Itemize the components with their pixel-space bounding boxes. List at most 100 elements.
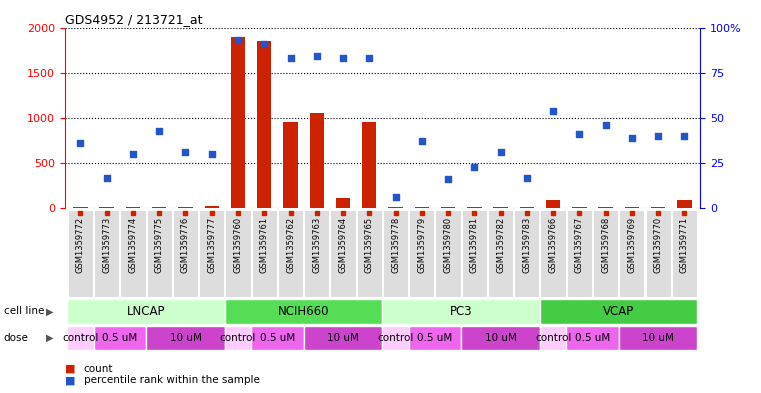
Text: 0.5 uM: 0.5 uM xyxy=(102,333,138,343)
FancyBboxPatch shape xyxy=(330,210,355,297)
Point xyxy=(652,133,664,139)
Point xyxy=(258,40,270,47)
Point xyxy=(390,194,402,200)
FancyBboxPatch shape xyxy=(488,210,513,297)
FancyBboxPatch shape xyxy=(383,210,408,297)
Text: GSM1359764: GSM1359764 xyxy=(339,217,348,273)
FancyBboxPatch shape xyxy=(278,210,303,297)
Text: control: control xyxy=(220,333,256,343)
FancyBboxPatch shape xyxy=(304,326,382,351)
Point xyxy=(232,37,244,43)
Text: GSM1359781: GSM1359781 xyxy=(470,217,479,273)
Bar xyxy=(336,198,350,208)
Bar xyxy=(677,200,692,208)
Text: GSM1359783: GSM1359783 xyxy=(522,217,531,274)
Bar xyxy=(152,207,167,208)
Point xyxy=(310,53,323,60)
Point xyxy=(495,149,507,155)
Point xyxy=(468,163,480,170)
FancyBboxPatch shape xyxy=(409,326,461,351)
FancyBboxPatch shape xyxy=(173,210,198,297)
FancyBboxPatch shape xyxy=(593,210,618,297)
Point xyxy=(100,174,113,181)
Text: ■: ■ xyxy=(65,364,75,374)
Text: 0.5 uM: 0.5 uM xyxy=(260,333,295,343)
Text: control: control xyxy=(62,333,99,343)
Text: GSM1359767: GSM1359767 xyxy=(575,217,584,274)
Text: 0.5 uM: 0.5 uM xyxy=(417,333,453,343)
FancyBboxPatch shape xyxy=(619,326,698,351)
Point xyxy=(521,174,533,181)
Bar xyxy=(651,207,665,208)
Point xyxy=(626,135,638,141)
Bar xyxy=(257,41,272,208)
Bar xyxy=(572,207,587,208)
Text: 10 uM: 10 uM xyxy=(485,333,517,343)
FancyBboxPatch shape xyxy=(540,299,698,324)
FancyBboxPatch shape xyxy=(566,326,619,351)
Point xyxy=(678,133,690,139)
Text: cell line: cell line xyxy=(4,307,44,316)
Bar xyxy=(598,207,613,208)
Text: GSM1359765: GSM1359765 xyxy=(365,217,374,273)
FancyBboxPatch shape xyxy=(251,326,304,351)
Text: GSM1359766: GSM1359766 xyxy=(549,217,558,274)
FancyBboxPatch shape xyxy=(645,210,670,297)
Text: ▶: ▶ xyxy=(46,333,53,343)
Text: GSM1359774: GSM1359774 xyxy=(129,217,138,273)
Text: LNCAP: LNCAP xyxy=(127,305,165,318)
Text: GSM1359775: GSM1359775 xyxy=(154,217,164,273)
Text: ▶: ▶ xyxy=(46,307,53,316)
FancyBboxPatch shape xyxy=(540,210,565,297)
Bar xyxy=(100,207,114,208)
Text: 10 uM: 10 uM xyxy=(642,333,674,343)
Bar xyxy=(283,121,298,208)
Text: GSM1359772: GSM1359772 xyxy=(76,217,85,273)
Point xyxy=(416,138,428,145)
Bar xyxy=(520,207,534,208)
FancyBboxPatch shape xyxy=(461,326,540,351)
Text: GSM1359760: GSM1359760 xyxy=(234,217,243,273)
Text: NCIH660: NCIH660 xyxy=(278,305,330,318)
Text: GSM1359771: GSM1359771 xyxy=(680,217,689,273)
Text: GSM1359773: GSM1359773 xyxy=(102,217,111,274)
Bar xyxy=(388,207,403,208)
FancyBboxPatch shape xyxy=(409,210,435,297)
FancyBboxPatch shape xyxy=(120,210,145,297)
Text: GSM1359780: GSM1359780 xyxy=(444,217,453,273)
Point xyxy=(573,131,585,137)
Bar xyxy=(467,207,482,208)
FancyBboxPatch shape xyxy=(382,299,540,324)
Bar xyxy=(493,207,508,208)
FancyBboxPatch shape xyxy=(199,210,224,297)
FancyBboxPatch shape xyxy=(252,210,277,297)
FancyBboxPatch shape xyxy=(147,210,172,297)
Point xyxy=(205,151,218,157)
Point xyxy=(180,149,192,155)
FancyBboxPatch shape xyxy=(146,326,224,351)
Text: GSM1359768: GSM1359768 xyxy=(601,217,610,274)
FancyBboxPatch shape xyxy=(225,210,250,297)
Text: count: count xyxy=(84,364,113,374)
Point xyxy=(153,127,165,134)
FancyBboxPatch shape xyxy=(540,326,566,351)
Bar xyxy=(625,207,639,208)
Point xyxy=(285,55,297,61)
FancyBboxPatch shape xyxy=(619,210,645,297)
Point xyxy=(337,55,349,61)
FancyBboxPatch shape xyxy=(462,210,487,297)
Text: 0.5 uM: 0.5 uM xyxy=(575,333,610,343)
Text: GSM1359776: GSM1359776 xyxy=(181,217,190,274)
FancyBboxPatch shape xyxy=(567,210,592,297)
FancyBboxPatch shape xyxy=(435,210,460,297)
Text: dose: dose xyxy=(4,333,29,343)
FancyBboxPatch shape xyxy=(67,326,94,351)
Text: GSM1359769: GSM1359769 xyxy=(627,217,636,273)
Bar xyxy=(126,207,140,208)
Bar xyxy=(231,37,245,208)
Text: GDS4952 / 213721_at: GDS4952 / 213721_at xyxy=(65,13,202,26)
Text: 10 uM: 10 uM xyxy=(327,333,359,343)
FancyBboxPatch shape xyxy=(382,326,409,351)
Bar xyxy=(415,207,429,208)
FancyBboxPatch shape xyxy=(304,210,330,297)
